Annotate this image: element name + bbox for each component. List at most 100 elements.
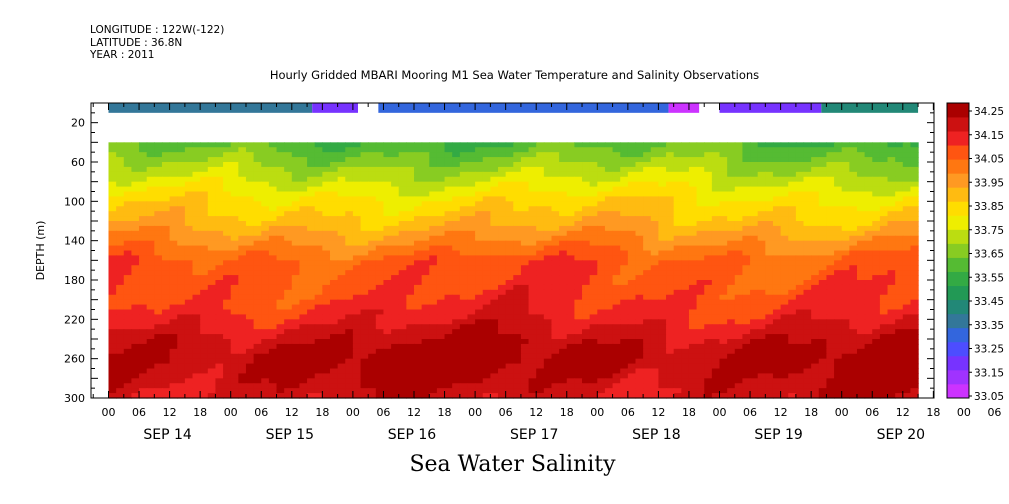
heatmap-cell xyxy=(146,181,155,188)
heatmap-cell xyxy=(887,368,896,375)
heatmap-cell xyxy=(200,186,209,193)
heatmap-cell xyxy=(772,284,782,291)
heatmap-cell xyxy=(238,339,247,345)
heatmap-cell xyxy=(727,255,736,261)
heatmap-cell xyxy=(154,230,163,237)
heatmap-cell xyxy=(643,314,652,320)
heatmap-cell xyxy=(826,221,835,227)
heatmap-cell xyxy=(589,211,598,217)
heatmap-cell xyxy=(650,211,659,217)
heatmap-cell xyxy=(245,142,255,148)
heatmap-cell xyxy=(184,334,194,340)
heatmap-cell xyxy=(750,176,759,183)
heatmap-cell xyxy=(268,309,278,316)
heatmap-cell xyxy=(711,260,721,266)
heatmap-cell xyxy=(139,270,148,276)
heatmap-cell xyxy=(291,339,301,345)
heatmap-cell xyxy=(444,353,453,360)
heatmap-cell xyxy=(383,162,392,168)
heatmap-cell xyxy=(498,358,507,365)
heatmap-cell xyxy=(459,191,469,198)
heatmap-cell xyxy=(910,319,919,325)
heatmap-cell xyxy=(902,225,912,232)
heatmap-cell xyxy=(780,309,789,316)
heatmap-cell xyxy=(307,368,316,375)
heatmap-cell xyxy=(803,201,812,207)
heatmap-cell xyxy=(398,186,407,193)
heatmap-cell xyxy=(849,176,858,183)
heatmap-cell xyxy=(238,280,247,286)
heatmap-cell xyxy=(788,260,797,266)
heatmap-cell xyxy=(375,225,385,232)
heatmap-cell xyxy=(169,334,178,340)
heatmap-cell xyxy=(780,171,789,178)
heatmap-cell xyxy=(811,230,820,237)
heatmap-cell xyxy=(765,289,774,296)
heatmap-cell xyxy=(757,221,766,227)
heatmap-cell xyxy=(528,225,537,232)
heatmap-cell xyxy=(559,299,568,306)
heatmap-cell xyxy=(757,368,766,375)
heatmap-cell xyxy=(414,186,423,193)
heatmap-cell xyxy=(169,196,178,202)
heatmap-cell xyxy=(276,216,285,222)
heatmap-cell xyxy=(910,211,919,217)
heatmap-cell xyxy=(788,250,797,257)
heatmap-cell xyxy=(414,299,423,306)
heatmap-cell xyxy=(597,339,606,345)
heatmap-cell xyxy=(352,294,362,301)
heatmap-cell xyxy=(887,280,896,286)
heatmap-cell xyxy=(398,211,407,217)
heatmap-cell xyxy=(383,265,392,271)
heatmap-cell xyxy=(184,270,194,276)
heatmap-cell xyxy=(345,221,354,227)
heatmap-cell xyxy=(299,147,308,153)
heatmap-cell xyxy=(887,343,896,350)
heatmap-cell xyxy=(788,171,797,178)
heatmap-cell xyxy=(834,314,843,320)
heatmap-cell xyxy=(200,309,209,316)
heatmap-cell xyxy=(772,235,782,242)
heatmap-cell xyxy=(650,250,659,257)
heatmap-cell xyxy=(734,324,744,330)
heatmap-cell xyxy=(436,363,446,370)
heatmap-cell xyxy=(123,221,133,227)
heatmap-cell xyxy=(452,245,461,252)
heatmap-cell xyxy=(872,186,881,193)
heatmap-cell xyxy=(207,142,217,148)
heatmap-cell xyxy=(482,211,491,217)
heatmap-cell xyxy=(337,309,346,316)
heatmap-cell xyxy=(238,299,247,306)
heatmap-cell xyxy=(635,245,644,252)
heatmap-cell xyxy=(322,275,331,281)
heatmap-cell xyxy=(803,147,812,153)
heatmap-cell xyxy=(230,181,239,188)
heatmap-cell xyxy=(345,216,354,222)
heatmap-cell xyxy=(116,230,125,237)
heatmap-cell xyxy=(475,368,484,375)
heatmap-cell xyxy=(467,368,476,375)
heatmap-cell xyxy=(704,319,713,325)
heatmap-cell xyxy=(352,334,362,340)
heatmap-cell xyxy=(207,363,217,370)
heatmap-cell xyxy=(459,299,469,306)
heatmap-cell xyxy=(177,240,186,247)
heatmap-cell xyxy=(177,176,186,183)
heatmap-cell xyxy=(719,260,728,266)
heatmap-cell xyxy=(673,181,682,188)
heatmap-cell xyxy=(574,157,583,163)
heatmap-cell xyxy=(467,216,476,222)
heatmap-cell xyxy=(658,284,667,291)
heatmap-cell xyxy=(459,319,469,325)
heatmap-cell xyxy=(406,142,415,148)
heatmap-cell xyxy=(818,319,828,325)
heatmap-cell xyxy=(750,171,759,178)
heatmap-cell xyxy=(307,304,316,311)
heatmap-cell xyxy=(872,324,881,330)
heatmap-cell xyxy=(123,289,133,296)
heatmap-cell xyxy=(635,147,644,153)
heatmap-cell xyxy=(620,275,629,281)
heatmap-cell xyxy=(635,221,644,227)
heatmap-cell xyxy=(123,191,133,198)
heatmap-cell xyxy=(337,157,346,163)
